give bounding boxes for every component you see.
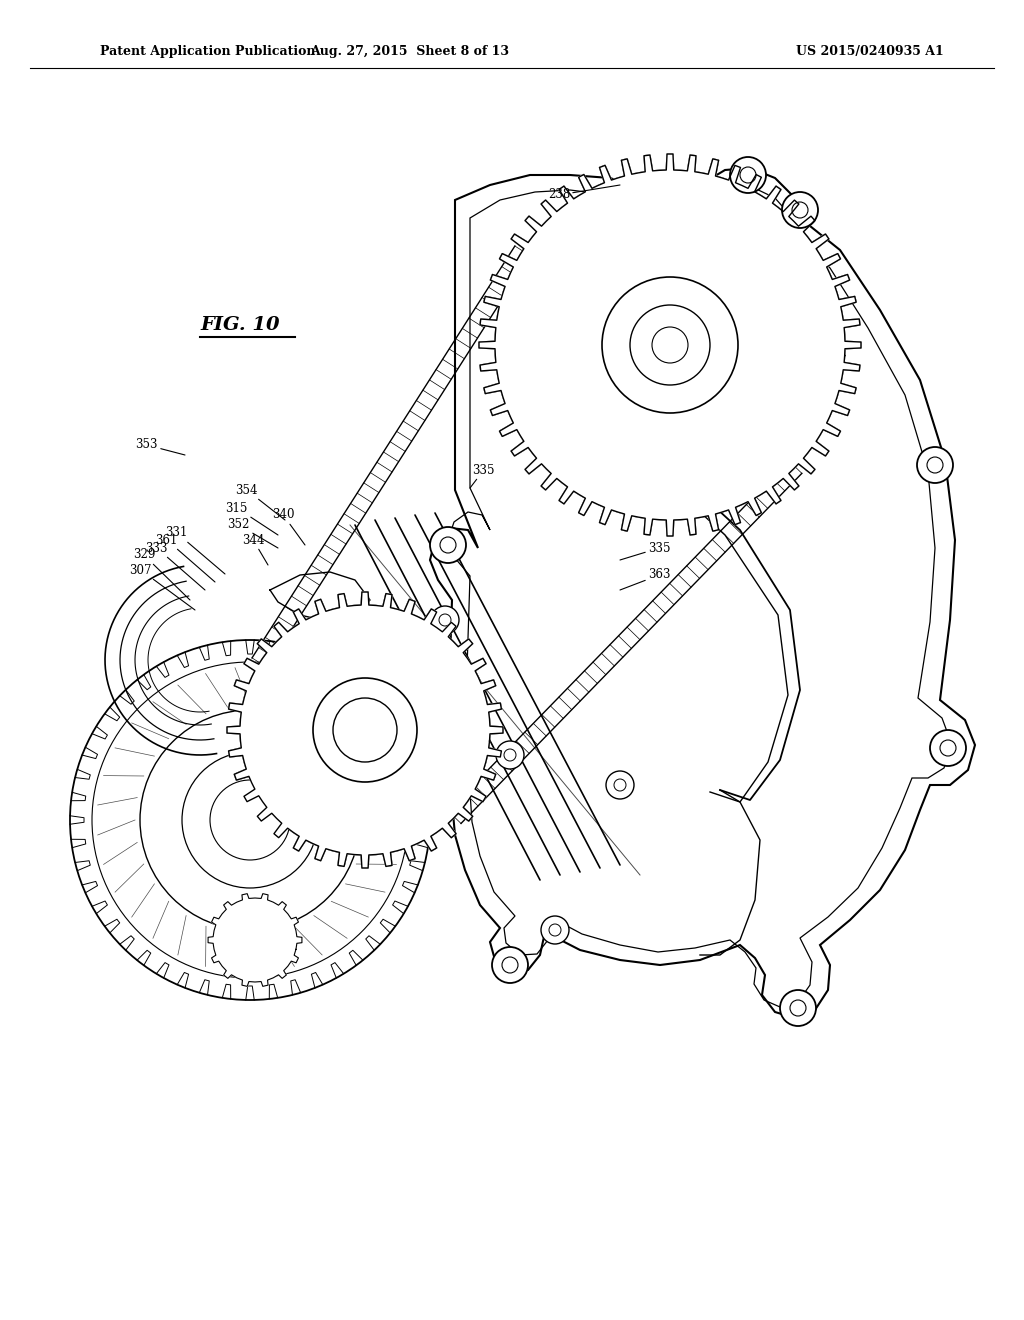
- Text: 333: 333: [145, 541, 205, 590]
- Circle shape: [333, 698, 397, 762]
- Circle shape: [313, 678, 417, 781]
- Circle shape: [430, 527, 466, 564]
- Text: 340: 340: [272, 508, 305, 545]
- Polygon shape: [227, 593, 503, 869]
- Circle shape: [541, 916, 569, 944]
- Text: 238: 238: [548, 185, 620, 202]
- Circle shape: [431, 606, 459, 634]
- Text: 307: 307: [129, 564, 195, 610]
- Text: 315: 315: [225, 502, 278, 535]
- Polygon shape: [430, 168, 975, 1018]
- Circle shape: [70, 640, 430, 1001]
- Circle shape: [652, 327, 688, 363]
- Circle shape: [930, 730, 966, 766]
- Text: FIG. 10: FIG. 10: [200, 315, 280, 334]
- Circle shape: [918, 447, 953, 483]
- Text: 352: 352: [227, 519, 278, 548]
- Circle shape: [313, 678, 417, 781]
- Circle shape: [333, 698, 397, 762]
- Text: 335: 335: [470, 463, 495, 488]
- Circle shape: [210, 780, 290, 861]
- Circle shape: [496, 741, 524, 770]
- Text: 363: 363: [620, 569, 671, 590]
- Circle shape: [782, 191, 818, 228]
- Circle shape: [730, 157, 766, 193]
- Text: 329: 329: [133, 549, 190, 601]
- Circle shape: [606, 771, 634, 799]
- Text: 353: 353: [135, 438, 185, 455]
- Circle shape: [630, 305, 710, 385]
- Circle shape: [140, 710, 360, 931]
- Text: Aug. 27, 2015  Sheet 8 of 13: Aug. 27, 2015 Sheet 8 of 13: [310, 45, 510, 58]
- Text: US 2015/0240935 A1: US 2015/0240935 A1: [796, 45, 944, 58]
- Polygon shape: [227, 593, 503, 869]
- Circle shape: [92, 663, 408, 978]
- Polygon shape: [479, 154, 861, 536]
- Circle shape: [630, 305, 710, 385]
- Text: 331: 331: [166, 527, 225, 574]
- Circle shape: [652, 327, 688, 363]
- Circle shape: [602, 277, 738, 413]
- Circle shape: [602, 277, 738, 413]
- Polygon shape: [479, 154, 861, 536]
- Circle shape: [492, 946, 528, 983]
- Text: 344: 344: [242, 533, 268, 565]
- Circle shape: [780, 990, 816, 1026]
- Text: 354: 354: [236, 483, 285, 520]
- Text: 361: 361: [156, 533, 215, 582]
- Text: Patent Application Publication: Patent Application Publication: [100, 45, 315, 58]
- Polygon shape: [208, 894, 302, 986]
- Circle shape: [182, 752, 318, 888]
- Text: 335: 335: [620, 541, 671, 560]
